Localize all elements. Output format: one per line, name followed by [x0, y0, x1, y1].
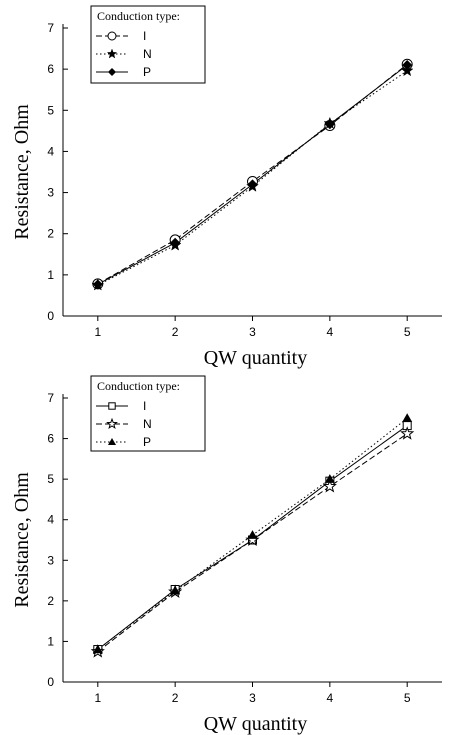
data-point-P [324, 119, 335, 130]
y-tick-label: 7 [47, 21, 54, 35]
data-point-P [247, 179, 258, 190]
series-line-I [97, 63, 408, 285]
x-tick-label: 2 [172, 325, 179, 339]
y-tick-label: 0 [47, 309, 54, 323]
legend-label-P: P [143, 435, 151, 449]
legend-label-I: I [143, 29, 146, 43]
data-point-P [170, 237, 181, 248]
data-point-P [402, 60, 413, 71]
data-point-N [400, 426, 415, 440]
y-tick-label: 2 [47, 594, 54, 608]
legend-box [90, 375, 206, 452]
legend-title: Conduction type: [97, 9, 180, 23]
legend-marker-P [108, 68, 116, 76]
y-tick-label: 0 [47, 675, 54, 689]
data-point-P [92, 644, 103, 654]
series-line-P [97, 64, 408, 285]
x-tick-label: 4 [327, 325, 334, 339]
y-tick-label: 5 [47, 103, 54, 117]
legend-label-N: N [143, 417, 152, 431]
y-axis-title: Resistance, Ohm [11, 472, 33, 608]
y-tick-label: 6 [47, 62, 54, 76]
y-tick-label: 5 [47, 472, 54, 486]
data-point-N [400, 64, 414, 77]
x-tick-label: 3 [249, 691, 256, 705]
legend-label-P: P [143, 65, 151, 79]
x-tick-label: 5 [404, 691, 411, 705]
y-tick-label: 6 [47, 432, 54, 446]
y-tick-label: 7 [47, 391, 54, 405]
legend-marker-I [107, 31, 117, 41]
x-axis-title: QW quantity [204, 713, 308, 735]
y-tick-label: 1 [47, 634, 54, 648]
legend: Conduction type: INP [90, 375, 206, 452]
y-tick-label: 4 [47, 513, 54, 527]
data-point-P [324, 474, 335, 483]
x-tick-label: 4 [327, 691, 334, 705]
y-tick-label: 3 [47, 553, 54, 567]
x-axis-title: QW quantity [204, 347, 308, 369]
chart-panel-2: 0 1 2 3 4 5 6 7 1 2 3 4 5 QW quantity Resistance, Ohm C… [11, 375, 442, 735]
x-tick-label: 5 [404, 325, 411, 339]
data-point-N [322, 479, 337, 493]
y-tick-label: 1 [47, 268, 54, 282]
x-tick-label: 1 [94, 691, 101, 705]
x-tick-label: 3 [249, 325, 256, 339]
x-tick-label: 1 [94, 325, 101, 339]
data-point-P [92, 279, 103, 290]
y-tick-label: 2 [47, 227, 54, 241]
data-point-P [402, 413, 413, 423]
legend-marker-N [106, 48, 118, 59]
legend-title: Conduction type: [97, 379, 180, 393]
legend-marker-P [108, 438, 116, 445]
y-tick-label: 4 [47, 144, 54, 158]
legend-marker-N [106, 417, 118, 430]
legend: Conduction type: INP [90, 5, 206, 84]
legend-label-I: I [143, 399, 146, 413]
data-point-P [247, 530, 258, 539]
legend-marker-I [108, 402, 116, 410]
x-tick-label: 2 [172, 691, 179, 705]
legend-label-N: N [143, 47, 152, 61]
y-axis-title: Resistance, Ohm [11, 104, 33, 240]
chart-panel-1: 0 1 2 3 4 5 6 7 1 2 3 4 5 QW quantity Resistance, Ohm C… [11, 5, 442, 369]
data-point-P [170, 585, 181, 595]
y-tick-label: 3 [47, 186, 54, 200]
